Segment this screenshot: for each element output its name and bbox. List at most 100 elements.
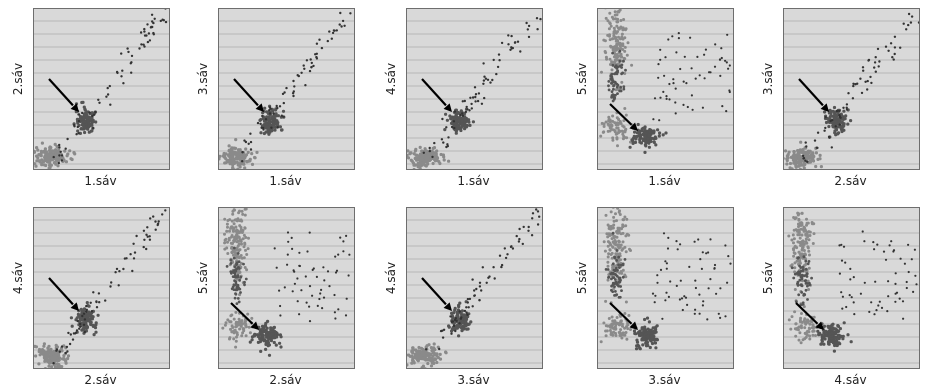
data-point: [236, 252, 240, 255]
data-point: [799, 316, 803, 320]
data-point: [623, 57, 627, 61]
data-point: [659, 96, 662, 99]
data-point: [280, 114, 283, 117]
data-point: [820, 338, 824, 342]
data-point: [223, 323, 227, 327]
data-point: [703, 53, 706, 56]
x-axis-label: 1.sáv: [84, 174, 117, 188]
data-point: [431, 146, 435, 150]
data-point: [463, 124, 467, 128]
data-point: [727, 67, 730, 70]
data-point: [273, 128, 277, 132]
data-point: [664, 131, 668, 135]
data-point: [407, 156, 411, 160]
data-point: [805, 150, 809, 154]
data-point: [58, 365, 62, 368]
data-point: [115, 267, 119, 271]
data-point: [449, 315, 452, 318]
data-point: [412, 152, 416, 156]
data-point: [796, 211, 800, 215]
data-point: [616, 283, 619, 287]
data-point: [878, 300, 881, 303]
data-point: [792, 150, 796, 154]
data-point: [497, 53, 501, 56]
data-point: [466, 108, 469, 111]
data-point: [233, 236, 237, 240]
data-point: [68, 342, 72, 346]
data-point: [664, 260, 667, 263]
data-point: [861, 230, 864, 233]
data-point: [44, 151, 48, 155]
data-point: [82, 307, 87, 311]
data-point: [653, 97, 657, 100]
data-point: [794, 334, 798, 338]
data-point: [64, 351, 67, 355]
data-point: [614, 327, 618, 331]
data-point: [602, 321, 606, 325]
data-point: [638, 138, 642, 142]
data-point: [611, 240, 615, 244]
data-point: [800, 211, 804, 215]
data-point: [677, 32, 680, 35]
data-point: [874, 70, 877, 73]
data-point: [709, 238, 712, 241]
data-point: [53, 357, 57, 362]
data-point: [464, 110, 468, 114]
data-point: [646, 343, 650, 348]
data-point: [613, 121, 617, 125]
data-point: [85, 301, 89, 305]
data-point: [458, 322, 461, 325]
data-point: [230, 313, 234, 317]
data-point: [467, 322, 471, 326]
data-point: [814, 164, 818, 169]
data-point: [625, 232, 629, 236]
data-point: [901, 300, 905, 303]
data-point: [649, 139, 653, 144]
data-point: [454, 119, 458, 123]
data-point: [63, 358, 67, 362]
data-point: [852, 84, 855, 88]
data-point: [689, 36, 692, 39]
data-point: [237, 242, 241, 246]
data-point: [330, 37, 333, 40]
data-point: [808, 322, 812, 326]
data-point: [800, 242, 803, 246]
data-point: [616, 208, 620, 210]
data-point: [616, 144, 619, 148]
data-point: [614, 212, 617, 216]
data-point: [707, 287, 710, 290]
data-point: [645, 139, 649, 143]
data-point: [98, 101, 101, 105]
data-point: [459, 113, 462, 117]
data-point: [867, 58, 871, 62]
data-point: [267, 353, 272, 357]
data-point: [457, 334, 461, 338]
data-point: [477, 92, 481, 95]
data-point: [264, 342, 268, 346]
data-point: [875, 309, 878, 312]
data-point: [617, 35, 620, 39]
data-point: [600, 70, 603, 74]
data-point: [83, 111, 88, 115]
data-point: [234, 339, 238, 343]
data-point: [148, 238, 152, 241]
data-point: [273, 335, 277, 340]
data-point: [452, 120, 456, 123]
data-point: [694, 279, 697, 282]
data-point: [812, 232, 816, 236]
data-point: [81, 314, 84, 318]
data-point: [88, 319, 92, 323]
data-point: [468, 123, 472, 127]
data-point: [464, 324, 468, 328]
data-point: [618, 59, 622, 63]
data-point: [298, 313, 301, 316]
data-point: [613, 272, 617, 276]
data-point: [58, 154, 61, 157]
data-point: [811, 333, 815, 337]
data-point: [239, 291, 242, 294]
data-point: [483, 75, 486, 78]
data-point: [418, 166, 422, 169]
data-point: [441, 153, 445, 157]
data-point: [234, 138, 238, 142]
data-point: [902, 22, 905, 25]
